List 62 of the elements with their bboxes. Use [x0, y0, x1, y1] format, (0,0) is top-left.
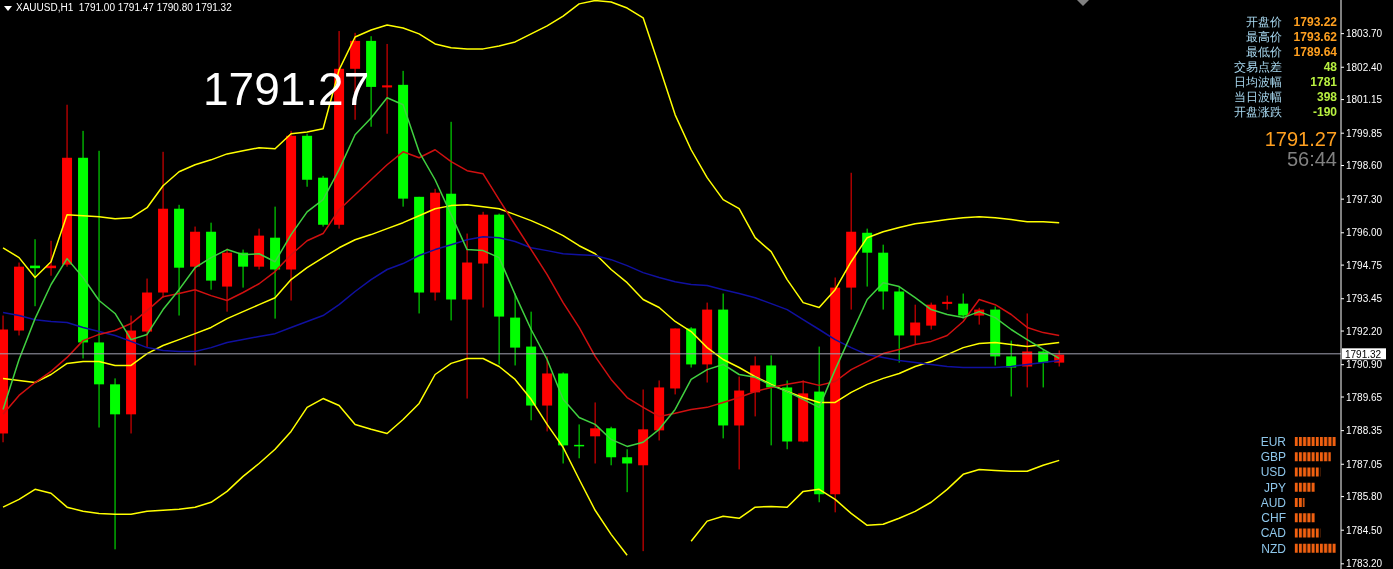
y-tick-label: 1802.40 [1346, 61, 1383, 73]
bar [1294, 452, 1331, 462]
text: 1793.22 [1293, 15, 1337, 30]
text: 日均波幅 [1234, 75, 1282, 90]
y-tick-label: EUR [1260, 434, 1287, 449]
text: 1789.64 [1293, 45, 1337, 60]
text: 开盘涨跌 [1234, 105, 1282, 120]
candlestick [958, 293, 969, 320]
text: 56:44 [1286, 148, 1337, 170]
candlestick [1006, 340, 1017, 397]
y-tick-label: 1798.60 [1346, 160, 1383, 172]
bar [1294, 482, 1315, 492]
candlestick [590, 401, 601, 464]
candlestick [238, 249, 249, 289]
y-tick-label: 1785.80 [1346, 491, 1383, 503]
candlestick [910, 304, 921, 345]
y-tick-label: NZD [1261, 541, 1287, 556]
y-tick-label: CAD [1260, 526, 1287, 541]
bar [1294, 498, 1305, 507]
y-tick-label: 1799.85 [1346, 127, 1383, 139]
y-tick-label: AUD [1260, 495, 1287, 510]
bar [1294, 467, 1321, 477]
bar [1294, 528, 1321, 538]
y-tick-label: 1783.20 [1346, 558, 1383, 569]
text: 1781 [1310, 75, 1337, 90]
y-tick-label: 1796.00 [1346, 227, 1383, 239]
chart-title: XAUUSD,H1 1791.00 1791.47 1790.80 1791.32 [16, 2, 232, 13]
line-series [2, 149, 1060, 418]
text: 48 [1323, 60, 1337, 75]
text: 最高价 [1246, 30, 1282, 45]
y-tick-label: 1784.50 [1346, 524, 1383, 536]
text: -190 [1312, 105, 1337, 120]
y-tick-label: 1790.90 [1346, 359, 1383, 371]
y-tick-label: 1788.35 [1346, 425, 1383, 437]
y-tick-label: 1792.20 [1346, 325, 1383, 337]
text: 交易点差 [1234, 60, 1282, 75]
bar [1294, 543, 1336, 553]
y-tick-label: CHF [1261, 511, 1286, 526]
y-tick-label: 1794.75 [1346, 259, 1383, 271]
y-tick-label: JPY [1263, 480, 1286, 495]
candlestick [382, 43, 393, 135]
candlestick [926, 302, 937, 330]
bar [1294, 437, 1336, 446]
y-tick-label: 1789.65 [1346, 391, 1383, 403]
y-tick-label: GBP [1260, 450, 1286, 465]
text: 1791.27 [1264, 128, 1337, 150]
text: 最低价 [1246, 45, 1282, 60]
text: 当日波幅 [1234, 90, 1282, 105]
y-tick-label: 1793.45 [1346, 293, 1383, 305]
line-series [2, 204, 1060, 404]
text: 398 [1316, 90, 1337, 105]
text: 开盘价 [1246, 15, 1282, 30]
y-tick-label: 1801.15 [1346, 94, 1383, 106]
y-tick-label: 1787.05 [1346, 458, 1383, 470]
ref-line-label: 1791.32 [1345, 348, 1382, 360]
bar [1294, 513, 1315, 523]
y-tick-label: 1797.30 [1346, 193, 1383, 205]
y-tick-label: 1803.70 [1346, 28, 1383, 40]
text: 1793.62 [1293, 30, 1337, 45]
line-series [2, 0, 1060, 309]
candlestick [622, 448, 633, 493]
y-tick-label: USD [1260, 465, 1287, 480]
